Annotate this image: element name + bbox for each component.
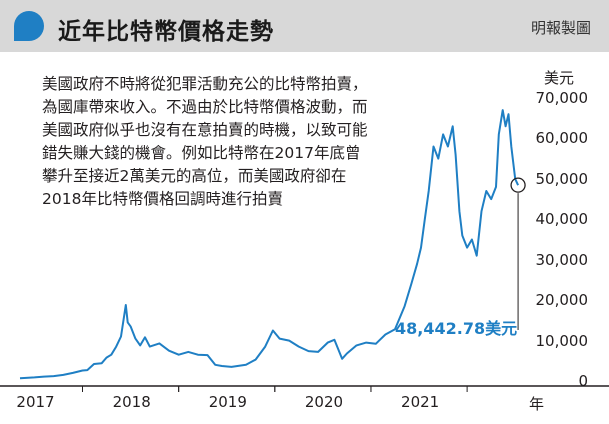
y-tick-label: 10,000 — [535, 331, 589, 350]
speech-bubble-icon — [14, 11, 44, 41]
x-tick-label: 2017 — [16, 393, 55, 411]
chart-caption: 美國政府不時將從犯罪活動充公的比特幣拍賣，為國庫帶來收入。不過由於比特幣價格波動… — [42, 75, 368, 208]
y-tick-label: 20,000 — [535, 291, 589, 310]
x-tick-label: 2020 — [304, 393, 344, 411]
latest-price-callout: 48,442.78美元 — [395, 319, 518, 338]
y-tick-label: 50,000 — [535, 169, 589, 188]
x-tick-label: 2021 — [401, 393, 440, 411]
page-title: 近年比特幣價格走勢 — [58, 18, 274, 45]
source-credit: 明報製圖 — [530, 19, 591, 37]
y-tick-label: 40,000 — [535, 210, 589, 229]
y-tick-label: 0 — [578, 372, 588, 390]
y-tick-label: 70,000 — [535, 89, 589, 107]
bitcoin-price-line — [19, 109, 520, 380]
x-tick-label: 2019 — [208, 393, 247, 411]
y-tick-label: 60,000 — [535, 129, 589, 148]
y-tick-label: 30,000 — [535, 250, 589, 269]
y-axis-unit: 美元 — [544, 69, 575, 87]
x-axis-unit: 年 — [529, 395, 545, 413]
x-tick-label: 2018 — [112, 393, 151, 411]
header-bar: 近年比特幣價格走勢 明報製圖 — [0, 0, 609, 52]
latest-price-marker — [510, 177, 526, 193]
